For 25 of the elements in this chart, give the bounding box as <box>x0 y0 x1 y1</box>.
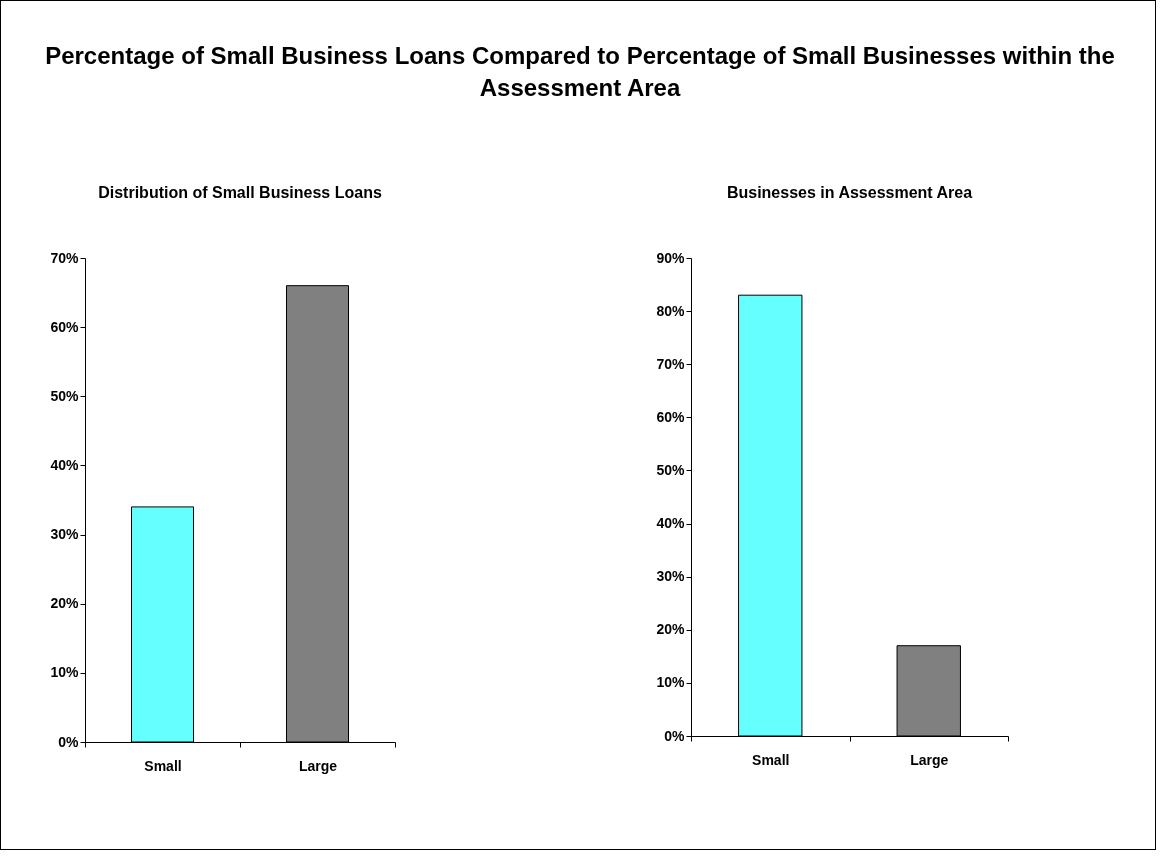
y-tick-label: 50% <box>656 461 686 478</box>
y-tick-label: 60% <box>656 408 686 425</box>
y-tick-label: 80% <box>656 302 686 319</box>
text: Percentage of Small Business Loans Compared to Percentage of Small Businesses within the Assessment Area <box>44 41 1116 103</box>
y-tick-label: 40% <box>656 515 686 532</box>
x-tick-label: Large <box>910 751 949 768</box>
y-tick-label: 70% <box>50 249 80 266</box>
y-tick-label: 0% <box>664 727 686 744</box>
y-tick-label: 60% <box>50 318 80 335</box>
chart-title: Distribution of Small Business Loans <box>98 184 382 201</box>
y-tick-label: 70% <box>656 355 686 372</box>
y-tick-label: 30% <box>656 568 686 585</box>
x-tick-label: Small <box>144 757 182 774</box>
chart-title: Businesses in Assessment Area <box>726 184 973 201</box>
y-tick-label: 10% <box>50 664 80 681</box>
y-tick-label: 40% <box>50 456 80 473</box>
y-tick-label: 30% <box>50 526 80 543</box>
x-tick-label: Small <box>752 751 790 768</box>
y-tick-label: 50% <box>50 387 80 404</box>
y-tick-label: 10% <box>656 674 686 691</box>
y-tick-label: 90% <box>656 249 686 266</box>
y-tick-label: 0% <box>58 733 80 750</box>
y-tick-label: 20% <box>656 621 686 638</box>
y-tick-label: 20% <box>50 595 80 612</box>
x-tick-label: Large <box>298 757 338 774</box>
